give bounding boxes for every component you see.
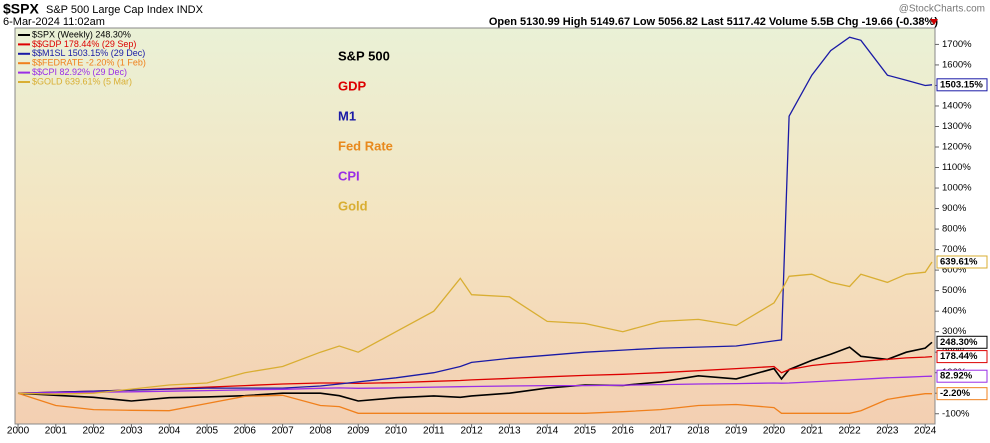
last-value-label: -2.20%: [940, 388, 971, 399]
x-tick-label: 2005: [196, 426, 219, 437]
series-line: [17, 261, 933, 395]
y-tick-label: 1400%: [942, 100, 972, 111]
y-tick-label: -100%: [942, 408, 970, 419]
series-line: [17, 355, 933, 394]
annotation: M1: [338, 108, 356, 123]
x-tick-label: 2000: [7, 426, 30, 437]
legend-label: $$M1SL 1503.15% (29 Dec): [32, 48, 145, 58]
legend-label: $$CPI 82.92% (29 Dec): [32, 67, 127, 77]
series-line: [17, 375, 933, 394]
x-tick-label: 2010: [385, 426, 408, 437]
last-value-box: [936, 78, 988, 92]
lines: [17, 36, 933, 414]
y-tick-label: 300%: [942, 326, 967, 337]
x-tick-label: 2017: [649, 426, 672, 437]
x-tick-label: 2020: [763, 426, 786, 437]
y-tick-label: 500%: [942, 285, 967, 296]
legend-label: $$GDP 178.44% (29 Sep): [32, 39, 136, 49]
plot-area: [14, 27, 936, 425]
x-tick-label: 2007: [271, 426, 294, 437]
last-value-label: 82.92%: [940, 371, 973, 382]
y-tick-label: 1300%: [942, 121, 972, 132]
x-tick-label: 2009: [347, 426, 370, 437]
quote: Open 5130.99 High 5149.67 Low 5056.82 La…: [489, 16, 939, 28]
x-tick-label: 2024: [914, 426, 937, 437]
last-value-box: [936, 387, 988, 401]
y-tick-label: 1100%: [942, 162, 971, 173]
y-tick-label: 700%: [942, 244, 967, 255]
last-value-box: [936, 369, 988, 383]
last-value-box: [936, 335, 988, 349]
last-value-label: 248.30%: [940, 337, 978, 348]
x-tick-label: 2001: [45, 426, 68, 437]
x-tick-label: 2021: [801, 426, 824, 437]
x-tick-label: 2004: [158, 426, 181, 437]
x-tick-label: 2022: [838, 426, 861, 437]
x-tick-label: 2013: [498, 426, 521, 437]
series-line: [17, 36, 933, 394]
y-tick-label: 600%: [942, 265, 967, 276]
security-name: S&P 500 Large Cap Index INDX: [46, 4, 204, 16]
y-tick-label: 1000%: [942, 183, 972, 194]
down-arrow: [930, 19, 938, 25]
annotation: Gold: [338, 198, 368, 213]
y-tick-label: 1700%: [942, 39, 972, 50]
last-value-label: 178.44%: [940, 351, 978, 362]
legend-label: $GOLD 639.61% (5 Mar): [32, 76, 132, 86]
x-tick-label: 2023: [876, 426, 899, 437]
series-line: [17, 341, 933, 402]
y-tick-label: 400%: [942, 306, 967, 317]
x-tick-label: 2015: [574, 426, 597, 437]
x-tick-label: 2018: [687, 426, 710, 437]
series-line: [17, 392, 932, 414]
x-tick-label: 2008: [309, 426, 332, 437]
last-value-label: 1503.15%: [940, 79, 983, 90]
x-tick-label: 2019: [725, 426, 748, 437]
annotation: Fed Rate: [338, 138, 393, 153]
y-tick-label: 1200%: [942, 142, 972, 153]
legend-label: $SPX (Weekly) 248.30%: [32, 29, 131, 39]
last-value-box: [936, 350, 988, 364]
x-tick-label: 2014: [536, 426, 559, 437]
legend-label: $$FEDRATE -2.20% (1 Feb): [32, 58, 146, 68]
source: @StockCharts.com: [899, 4, 985, 15]
symbol: $SPX: [3, 1, 39, 17]
y-tick-label: 1600%: [942, 59, 972, 70]
date: 6-Mar-2024 11:02am: [3, 16, 105, 28]
x-tick-label: 2012: [460, 426, 483, 437]
y-tick-label: 800%: [942, 224, 967, 235]
last-value-box: [936, 255, 988, 269]
x-tick-label: 2016: [612, 426, 635, 437]
annotation: S&P 500: [338, 48, 390, 63]
annotation: CPI: [338, 168, 360, 183]
x-tick-label: 2011: [423, 426, 445, 437]
annotation: GDP: [338, 78, 367, 93]
x-tick-label: 2006: [234, 426, 257, 437]
y-tick-label: 900%: [942, 203, 967, 214]
x-tick-label: 2002: [82, 426, 105, 437]
x-tick-label: 2003: [120, 426, 143, 437]
last-value-label: 639.61%: [940, 257, 978, 268]
